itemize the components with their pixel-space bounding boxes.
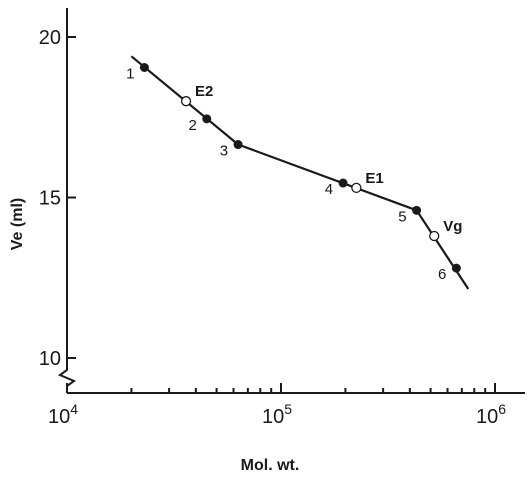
y-tick-label: 15 <box>39 188 61 210</box>
unknown-point <box>180 96 192 107</box>
unknown-point <box>429 230 440 242</box>
points-layer <box>139 62 461 273</box>
calibration-point <box>451 263 461 273</box>
fit-line-layer <box>130 55 470 290</box>
y-axis-line <box>57 8 77 393</box>
calibration-point <box>233 140 243 150</box>
calibration-point-label: 6 <box>438 266 446 283</box>
unknown-point-label: E2 <box>195 83 213 100</box>
x-tick-label: 106 <box>476 401 506 428</box>
unknown-point-label: Vg <box>443 218 462 235</box>
x-tick-label: 104 <box>48 401 78 428</box>
calibration-point <box>338 178 348 188</box>
calibration-point-label: 5 <box>398 208 406 225</box>
calibration-point <box>412 205 422 215</box>
calibration-point-label: 3 <box>220 143 228 160</box>
y-tick-label: 10 <box>39 348 61 370</box>
y-axis-title: Ve (ml) <box>9 198 26 250</box>
unknown-point <box>351 182 362 194</box>
y-tick-label: 20 <box>39 27 61 49</box>
calibration-point <box>139 62 149 72</box>
calibration-point-label: 2 <box>188 117 196 134</box>
labels-layer: 1 2 3 4 5 6 E2 E1 Vg <box>126 65 462 283</box>
calibration-line <box>130 55 470 290</box>
x-tick-label: 105 <box>262 401 292 428</box>
calibration-point-label: 4 <box>325 181 333 198</box>
calibration-point <box>202 114 212 124</box>
x-axis-title: Mol. wt. <box>241 457 300 474</box>
calibration-point-label: 1 <box>126 65 134 82</box>
unknown-point-label: E1 <box>365 170 383 187</box>
